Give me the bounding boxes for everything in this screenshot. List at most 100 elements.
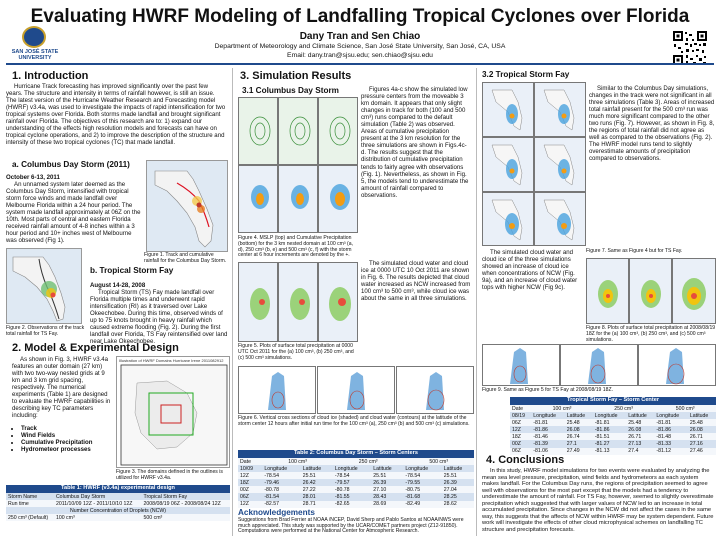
fay-text: Tropical Storm (TS) Fay made landfall ov…	[90, 289, 228, 346]
table-cell: -78.54	[264, 472, 280, 479]
email: Email: dany.tran@sjsu.edu; sen.chiao@sjs…	[287, 52, 433, 59]
table-cell: 26.39	[443, 479, 457, 486]
table-cell: 25.48	[689, 419, 703, 426]
table-row: 250 cm³ (Default) 100 cm³ 500 cm³	[6, 514, 230, 522]
figure-5-precip-icon	[250, 287, 351, 321]
table-cell: -81.68	[405, 494, 421, 501]
intro-heading: 1. Introduction	[12, 70, 89, 82]
table-cell: -79.46	[264, 479, 280, 486]
figure-1-caption: Figure 1. Track and cumulative rainfall …	[144, 252, 227, 264]
table-cell: 00Z	[240, 486, 249, 493]
table-cell: 27.22	[302, 486, 316, 493]
table-2: Table 2: Columbus Day Storm – Storm Cent…	[238, 450, 474, 508]
figure-4-caption: Figure 4. MSLP (top) and Cumulative Prec…	[238, 235, 353, 259]
table-header-cell: Latitude	[628, 412, 647, 419]
table-cell: -79.55	[405, 479, 421, 486]
table-cell: -81.86	[533, 426, 548, 433]
table-row: 00Z -81.39 27.1 -81.27 27.13 -81.33 27.16	[510, 440, 716, 448]
column-divider	[476, 68, 477, 536]
table-cell: 26.42	[302, 479, 316, 486]
bullet-wind: Wind Fields	[21, 432, 121, 439]
figure-5-caption: Figure 5. Plots of surface total precipi…	[238, 343, 354, 361]
columbus-results-text-2: The simulated cloud water and cloud ice …	[361, 260, 471, 303]
table-cell: 2008/08/19 06Z - 2008/08/24 12Z	[143, 500, 221, 507]
table-cell: -82.57	[264, 501, 280, 508]
table-cell: 25.51	[373, 472, 387, 479]
table-row: Storm Name Columbus Day Storm Tropical Sto…	[6, 493, 230, 501]
table-cell: Run time	[8, 500, 29, 507]
table-cell: -81.86	[656, 426, 672, 433]
table-row: 06Z -81.06 27.49 -81.13 27.4 -81.12 27.46	[510, 447, 716, 455]
table-cell: -82.49	[405, 501, 421, 508]
table-cell: 00Z	[512, 441, 521, 448]
figure-7-panels	[482, 82, 586, 246]
table-header-cell: Longitude	[334, 465, 358, 472]
table-header-cell: 500 cm³	[429, 458, 449, 465]
table-cell: 06Z	[512, 448, 521, 455]
model-text: As shown in Fig. 3, HWRF v3.4a features …	[12, 356, 111, 420]
table-row: Number Concentration of Droplets (NCW)	[6, 507, 230, 515]
table-row: 18Z -79.46 26.42 -79.57 26.39 -79.55 26.39	[238, 479, 474, 487]
table-header-cell: 100 cm³	[288, 458, 307, 465]
table-row: 18Z -81.46 26.74 -81.51 26.71 -81.48 26.71	[510, 433, 716, 441]
table-cell: -78.54	[334, 472, 350, 479]
table-row: 12Z -78.54 25.51 -78.54 25.51 -78.54 25.51	[238, 472, 474, 480]
figure-2-caption: Figure 2. Observations of the track tota…	[6, 325, 85, 337]
table-cell: 28.25	[443, 494, 457, 501]
table-cell: 26.08	[628, 426, 642, 433]
table-cell: 27.4	[628, 448, 639, 455]
figure-3-domains: Illustration of HWRF Domains Hurricane I…	[116, 356, 230, 468]
table-cell: 28.71	[302, 501, 316, 508]
table-cell: -81.55	[334, 494, 350, 501]
table-cell: -81.86	[594, 426, 610, 433]
table-cell: -81.48	[656, 433, 672, 440]
table-cell: 18Z	[512, 433, 521, 440]
figure-8-panels	[586, 258, 716, 324]
table-row: Date 100 cm³ 250 cm³ 500 cm³	[238, 458, 474, 466]
table-1: Table 1: HWRF (v3.4a) experimental desig…	[6, 485, 230, 522]
table-header-cell: Longitude	[594, 412, 618, 419]
table-header-cell: Date	[240, 458, 251, 465]
table-cell: 26.71	[689, 433, 703, 440]
figure-1-map	[146, 160, 228, 252]
table-cell: 26.39	[373, 479, 387, 486]
columbus-subheading: a. Columbus Day Storm (2011)	[12, 160, 130, 169]
table-cell: 27.04	[443, 486, 457, 493]
table-cell: 28.62	[443, 501, 457, 508]
table-row: 06Z -81.54 28.01 -81.55 28.43 -81.68 28.25	[238, 493, 474, 501]
table-cell: -80.75	[405, 486, 421, 493]
table-cell: 27.16	[689, 441, 703, 448]
table-cell: 12Z	[512, 426, 521, 433]
table-cell: -81.06	[533, 448, 548, 455]
affiliation: Department of Meteorology and Climate Sc…	[214, 43, 506, 50]
table-header-cell: 500 cm³	[675, 405, 695, 412]
table-header-cell: Latitude	[373, 465, 392, 472]
table-cell: 26.71	[628, 433, 642, 440]
table-header-cell: Latitude	[566, 412, 586, 419]
figure-3-caption: Figure 3. The domains defined in the out…	[116, 469, 223, 481]
figure-6-panels	[238, 366, 474, 414]
table-cell: 2011/10/09 12Z - 2011/10/10 12Z	[55, 500, 133, 507]
table-cell: 100 cm³	[55, 514, 75, 521]
figure-5-panels	[238, 262, 358, 342]
table-cell: Storm Name	[8, 493, 38, 500]
qr-code-icon	[672, 30, 708, 66]
bullet-hydro: Hydrometeor processes	[21, 446, 121, 453]
figure-8-precip-icon	[598, 278, 706, 310]
table-row: 10/09 Longitude Latitude Longitude Latitude L…	[238, 465, 474, 473]
table-header-cell: Latitude	[302, 465, 322, 472]
figure-2-map	[6, 248, 82, 324]
table-3-title: Tropical Storm Fay – Storm Center	[510, 397, 716, 405]
table-header-cell: 250 cm³	[614, 405, 633, 412]
table-row: 08/19 Longitude Latitude Longitude Latitude L…	[510, 412, 716, 420]
table-1-title: Table 1: HWRF (v3.4a) experimental desig…	[6, 485, 230, 493]
table-cell: -81.81	[656, 419, 672, 426]
table-cell: Number Concentration of Droplets (NCW)	[70, 507, 166, 514]
table-header-cell: 250 cm³	[358, 458, 378, 465]
table-cell: -81.33	[656, 441, 672, 448]
table-header-cell: Longitude	[264, 465, 288, 472]
figure-3-label: Illustration of HWRF Domains Hurricane I…	[119, 358, 224, 363]
figure-4a-panel	[238, 97, 278, 165]
figure-5c-panel	[318, 262, 358, 342]
table-cell: 28.69	[373, 501, 387, 508]
